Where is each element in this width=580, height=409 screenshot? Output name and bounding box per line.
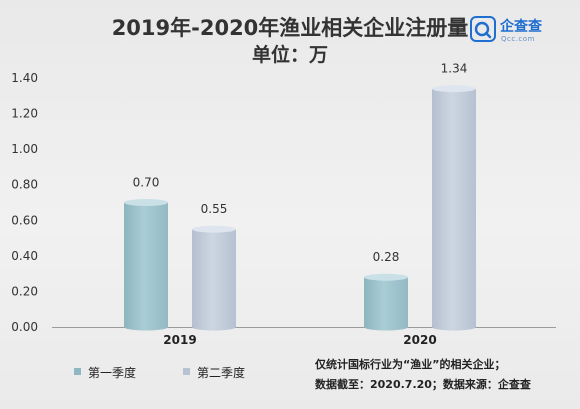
y-tick-label: 1.00	[11, 142, 38, 156]
bar-body	[124, 202, 168, 327]
bar-top	[124, 199, 168, 206]
bars	[124, 85, 476, 331]
bar	[432, 85, 476, 331]
bar	[192, 225, 236, 331]
bar-body	[364, 277, 408, 327]
x-tick-label: 2020	[403, 333, 436, 347]
bar-base	[364, 323, 408, 331]
data-labels: 0.70 0.28 0.55 1.34	[133, 62, 468, 265]
bar-base	[192, 323, 236, 331]
y-tick-label: 0.60	[11, 213, 38, 227]
y-tick-label: 0.80	[11, 178, 38, 192]
footnote-source: 数据截至：2020.7.20；数据来源：企查查	[315, 378, 531, 391]
qcc-logo-icon	[470, 16, 496, 42]
legend-swatch-q2	[183, 368, 190, 375]
bar-base	[432, 323, 476, 331]
y-tick-label: 0.00	[11, 320, 38, 334]
data-label: 0.55	[201, 202, 228, 216]
bar	[364, 273, 408, 331]
y-tick-label: 1.20	[11, 107, 38, 121]
y-tick-label: 0.40	[11, 249, 38, 263]
y-axis: 0.00 0.20 0.40 0.60 0.80 1.00 1.20 1.40	[11, 71, 38, 334]
brand-name: 企查查	[500, 19, 542, 35]
data-label: 0.70	[133, 176, 160, 190]
brand-url: Qcc.com	[501, 35, 535, 43]
x-tick-label: 2019	[163, 333, 196, 347]
bar-top	[192, 225, 236, 233]
x-axis: 2019 2020	[52, 327, 556, 347]
data-label: 1.34	[441, 62, 468, 76]
legend-swatch-q1	[74, 368, 81, 375]
chart-subtitle: 单位：万	[251, 44, 328, 66]
bar-base	[124, 323, 168, 331]
bar-top	[364, 273, 408, 281]
footnote-scope: 仅统计国标行业为“渔业”的相关企业；	[315, 358, 506, 371]
chart-title: 2019年-2020年渔业相关企业注册量	[111, 16, 469, 40]
bar-top	[432, 85, 476, 93]
y-tick-label: 0.20	[11, 284, 38, 298]
brand-logo: 企查查 Qcc.com	[470, 14, 580, 48]
legend-label-q1: 第一季度	[88, 366, 137, 380]
bar-body	[192, 229, 236, 327]
bar	[124, 199, 168, 331]
data-label: 0.28	[373, 250, 400, 264]
y-tick-label: 1.40	[11, 71, 38, 85]
legend-label-q2: 第二季度	[197, 366, 246, 380]
bar-body	[432, 88, 476, 328]
